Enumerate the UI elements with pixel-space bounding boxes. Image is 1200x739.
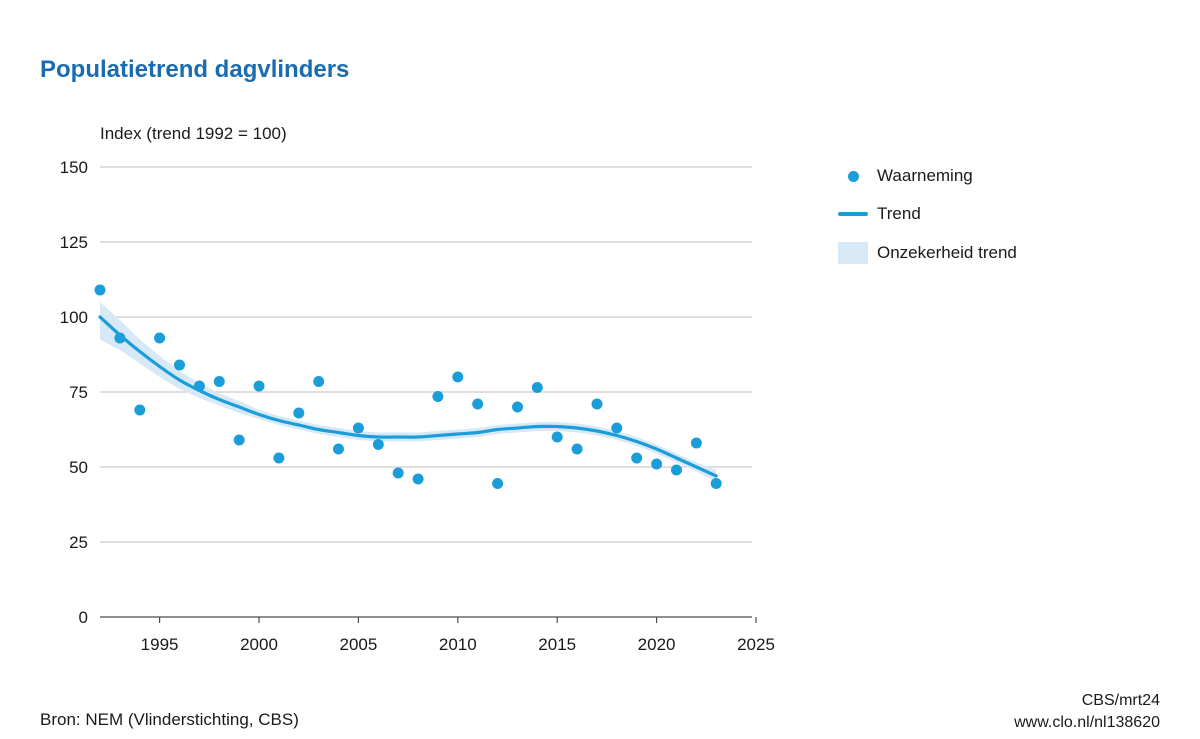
observation-dot — [432, 391, 444, 402]
observation-dot — [631, 452, 643, 464]
observation-dot — [571, 443, 583, 455]
legend-label: Trend — [877, 204, 921, 223]
observation-dot — [154, 332, 166, 344]
y-tick-label: 125 — [60, 233, 88, 252]
observation-dot — [611, 422, 623, 434]
observation-dot — [313, 376, 325, 387]
legend-item-onzekerheid: Onzekerheid trend — [836, 242, 1017, 264]
y-tick-label: 150 — [60, 158, 88, 177]
credit-url: www.clo.nl/nl138620 — [1014, 714, 1160, 731]
observation-dot — [174, 359, 185, 371]
observation-dot — [651, 458, 663, 470]
x-tick-label: 1995 — [141, 635, 179, 654]
trend-line-icon — [838, 212, 868, 216]
observation-dot — [512, 401, 523, 413]
observation-dot — [233, 434, 245, 446]
y-tick-label: 75 — [69, 383, 88, 402]
y-tick-label: 0 — [79, 608, 88, 627]
observation-dot — [492, 478, 504, 489]
y-tick-label: 50 — [69, 458, 88, 477]
legend-item-waarneming: Waarneming — [836, 166, 1017, 186]
observation-dot — [213, 376, 225, 387]
observation-dot — [671, 464, 682, 476]
observation-dot — [293, 407, 305, 419]
legend: Waarneming Trend Onzekerheid trend — [836, 166, 1017, 264]
credit-cbs: CBS/mrt24 — [1081, 692, 1160, 709]
observation-dot — [591, 398, 603, 410]
observation-dot — [531, 382, 543, 393]
legend-swatch-box — [836, 170, 870, 182]
x-tick-label: 2005 — [339, 635, 377, 654]
observation-dot — [193, 380, 205, 392]
observation-dot — [412, 473, 424, 485]
observation-dot — [333, 443, 344, 455]
observation-dot — [551, 431, 563, 443]
credits: CBS/mrt24 www.clo.nl/nl138620 — [1014, 690, 1160, 734]
observation-dot — [253, 380, 265, 392]
source-text: Bron: NEM (Vlinderstichting, CBS) — [40, 710, 299, 729]
legend-item-trend: Trend — [836, 204, 1017, 224]
chart: 0 25 50 75 100 125 150 1995 2000 2005 2010 2015 2020… — [60, 158, 775, 654]
observation-dot — [114, 332, 126, 344]
observation-dot-icon — [847, 170, 859, 182]
legend-swatch-box — [836, 242, 870, 264]
observation-dot — [690, 437, 702, 449]
observation-dot — [94, 284, 106, 296]
observation-dot — [452, 371, 464, 383]
legend-swatch-box — [836, 212, 870, 216]
observation-dot — [273, 452, 285, 464]
observation-dot — [472, 398, 484, 410]
x-tick-label: 2025 — [737, 635, 775, 654]
y-tick-label: 25 — [69, 533, 88, 552]
x-tick-label: 2000 — [240, 635, 278, 654]
x-tick-label: 2010 — [439, 635, 477, 654]
x-tick-label: 2020 — [638, 635, 676, 654]
observation-dot — [372, 439, 384, 450]
trend-line — [98, 315, 718, 478]
legend-label: Onzekerheid trend — [877, 243, 1017, 262]
observation-dot — [352, 422, 364, 434]
legend-label: Waarneming — [877, 166, 973, 185]
observation-dot — [392, 467, 404, 479]
y-axis-title: Index (trend 1992 = 100) — [100, 124, 287, 143]
observation-dot — [134, 404, 146, 416]
y-tick-label: 100 — [60, 308, 88, 327]
uncertainty-band-icon — [838, 242, 868, 264]
x-tick-label: 2015 — [538, 635, 576, 654]
observation-dot — [710, 478, 722, 489]
page-title: Populatietrend dagvlinders — [40, 56, 350, 83]
